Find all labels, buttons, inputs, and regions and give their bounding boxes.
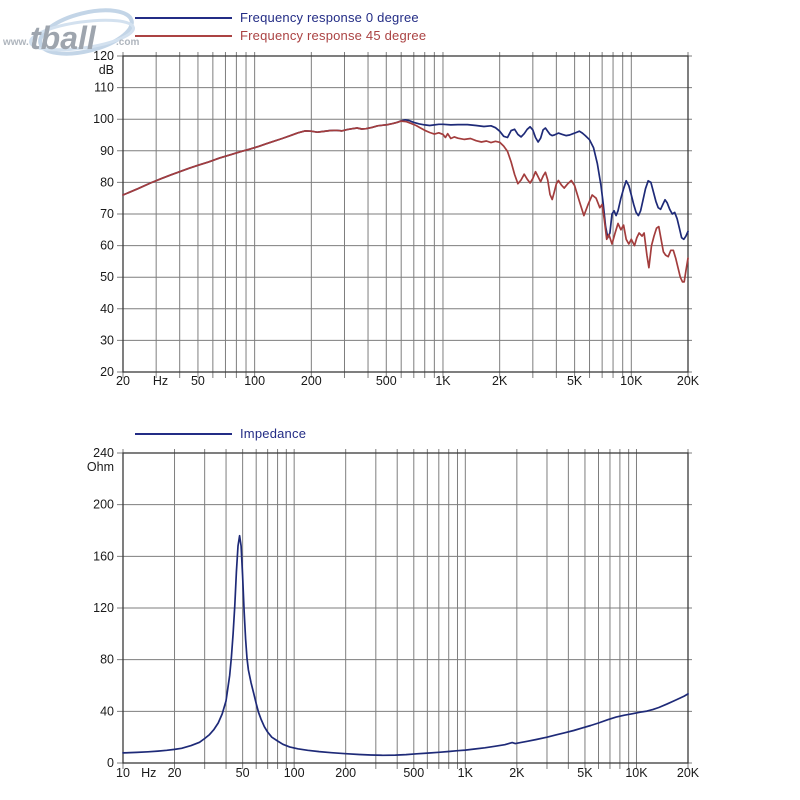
legend-frequency-response: Frequency response 0 degree Frequency re… xyxy=(135,10,426,43)
y-axis-unit-label: dB xyxy=(99,63,114,77)
x-tick-label: 50 xyxy=(191,374,205,388)
legend-item-0-degree: Frequency response 0 degree xyxy=(135,10,426,25)
y-tick-label: 30 xyxy=(100,333,114,347)
watermark-logo: www. tball .com xyxy=(2,8,139,56)
legend-impedance: Impedance xyxy=(135,426,306,441)
x-tick-label: 10 xyxy=(116,766,130,780)
y-tick-label: 90 xyxy=(100,144,114,158)
y-tick-label: 0 xyxy=(107,756,114,770)
y-tick-label: 120 xyxy=(93,601,114,615)
y-tick-label: 50 xyxy=(100,270,114,284)
x-tick-label: 10K xyxy=(620,374,643,388)
y-tick-label: 80 xyxy=(100,653,114,667)
watermark-title: tball xyxy=(30,20,97,56)
curve-frequency-response-0-degree xyxy=(122,118,689,241)
x-axis-unit-label: Hz xyxy=(153,374,168,388)
legend-label-0-degree: Frequency response 0 degree xyxy=(240,10,419,25)
watermark-prefix: www. xyxy=(2,37,29,48)
legend-label-impedance: Impedance xyxy=(240,426,307,441)
curve-frequency-response-45-degree xyxy=(122,120,689,283)
y-tick-label: 20 xyxy=(100,365,114,379)
y-tick-label: 100 xyxy=(93,112,114,126)
plot-border xyxy=(122,452,689,764)
x-tick-label: 5K xyxy=(577,766,593,780)
y-tick-label: 60 xyxy=(100,239,114,253)
y-tick-label: 160 xyxy=(93,549,114,563)
x-tick-label: 100 xyxy=(244,374,265,388)
y-tick-label: 110 xyxy=(94,81,114,95)
y-tick-label: 40 xyxy=(100,704,114,718)
x-tick-label: 500 xyxy=(376,374,397,388)
watermark-swirl-icon xyxy=(28,18,136,52)
x-tick-label: 500 xyxy=(403,766,424,780)
y-tick-label: 120 xyxy=(93,49,114,63)
x-tick-label: 200 xyxy=(335,766,356,780)
x-tick-label: 1K xyxy=(458,766,474,780)
legend-item-45-degree: Frequency response 45 degree xyxy=(135,28,426,43)
x-tick-label: 20 xyxy=(168,766,182,780)
legend-line-impedance-icon xyxy=(135,432,232,435)
x-tick-label: 100 xyxy=(284,766,305,780)
y-tick-label: 240 xyxy=(93,446,114,460)
y-tick-label: 80 xyxy=(100,175,114,189)
plot-border xyxy=(122,55,689,373)
x-tick-label: 20K xyxy=(677,374,700,388)
x-tick-label: 2K xyxy=(492,374,508,388)
x-tick-label: 2K xyxy=(509,766,525,780)
gridlines xyxy=(117,52,692,378)
x-tick-label: 5K xyxy=(567,374,583,388)
y-tick-label: 200 xyxy=(93,498,114,512)
legend-item-impedance: Impedance xyxy=(135,426,306,441)
legend-line-0-degree-icon xyxy=(135,16,232,19)
x-tick-label: 20K xyxy=(677,766,700,780)
x-axis-unit-label: Hz xyxy=(141,766,156,780)
x-tick-label: 200 xyxy=(301,374,322,388)
watermark-suffix: .com xyxy=(116,37,139,48)
watermark-swirl-icon xyxy=(38,8,134,56)
x-tick-label: 50 xyxy=(236,766,250,780)
x-tick-label: 20 xyxy=(116,374,130,388)
x-tick-label: 1K xyxy=(435,374,451,388)
y-tick-label: 40 xyxy=(100,302,114,316)
legend-line-45-degree-icon xyxy=(135,34,232,37)
curve-impedance xyxy=(122,534,689,757)
y-axis-unit-label: Ohm xyxy=(87,460,114,474)
legend-label-45-degree: Frequency response 45 degree xyxy=(240,28,427,43)
x-tick-label: 10K xyxy=(625,766,648,780)
y-tick-label: 70 xyxy=(100,207,114,221)
